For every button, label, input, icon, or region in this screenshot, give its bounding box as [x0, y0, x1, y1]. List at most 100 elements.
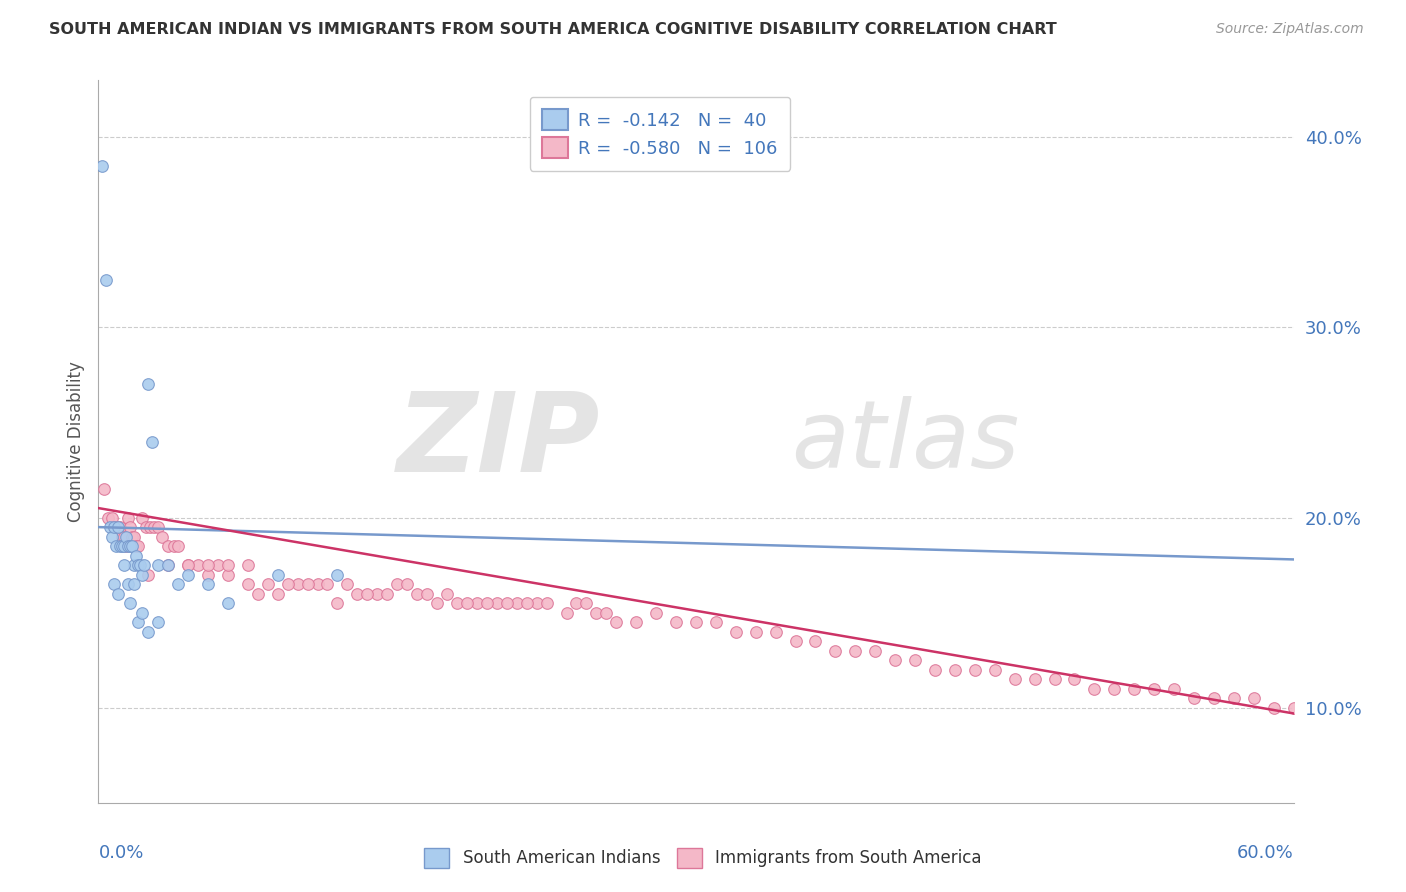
Point	[157, 539, 180, 553]
Point	[1024, 672, 1046, 686]
Point	[110, 539, 132, 553]
Point	[101, 510, 124, 524]
Point	[475, 596, 498, 610]
Point	[111, 539, 134, 553]
Point	[112, 539, 135, 553]
Point	[103, 577, 125, 591]
Legend: South American Indians, Immigrants from South America: South American Indians, Immigrants from …	[418, 841, 988, 875]
Point	[267, 587, 290, 601]
Point	[136, 567, 159, 582]
Point	[121, 539, 143, 553]
Point	[516, 596, 538, 610]
Text: 60.0%: 60.0%	[1237, 845, 1294, 863]
Point	[97, 510, 120, 524]
Point	[236, 577, 259, 591]
Point	[1083, 681, 1105, 696]
Point	[456, 596, 478, 610]
Point	[120, 596, 142, 610]
Point	[1182, 691, 1205, 706]
Point	[1004, 672, 1026, 686]
Point	[426, 596, 449, 610]
Point	[127, 539, 149, 553]
Point	[107, 520, 129, 534]
Point	[103, 520, 125, 534]
Legend: R =  -0.142   N =  40, R =  -0.580   N =  106: R = -0.142 N = 40, R = -0.580 N = 106	[530, 96, 790, 170]
Point	[96, 273, 118, 287]
Point	[1063, 672, 1085, 686]
Point	[112, 530, 135, 544]
Point	[177, 558, 200, 573]
Point	[157, 558, 180, 573]
Point	[1104, 681, 1126, 696]
Point	[120, 520, 142, 534]
Point	[865, 643, 887, 657]
Point	[626, 615, 648, 630]
Point	[103, 520, 125, 534]
Point	[125, 539, 148, 553]
Point	[884, 653, 907, 667]
Point	[536, 596, 558, 610]
Point	[785, 634, 807, 648]
Point	[117, 539, 139, 553]
Point	[1143, 681, 1166, 696]
Point	[277, 577, 299, 591]
Point	[131, 567, 153, 582]
Point	[120, 539, 142, 553]
Point	[111, 530, 134, 544]
Point	[326, 567, 349, 582]
Point	[665, 615, 688, 630]
Point	[105, 539, 128, 553]
Point	[150, 530, 173, 544]
Point	[134, 558, 156, 573]
Point	[112, 558, 135, 573]
Point	[197, 577, 219, 591]
Point	[121, 530, 143, 544]
Point	[167, 577, 190, 591]
Point	[704, 615, 727, 630]
Point	[141, 434, 163, 449]
Point	[148, 615, 170, 630]
Point	[135, 520, 157, 534]
Point	[526, 596, 548, 610]
Point	[246, 587, 269, 601]
Point	[110, 520, 132, 534]
Point	[346, 587, 368, 601]
Point	[177, 567, 200, 582]
Point	[117, 577, 139, 591]
Point	[1282, 700, 1305, 714]
Point	[148, 558, 170, 573]
Point	[217, 558, 239, 573]
Point	[1163, 681, 1185, 696]
Y-axis label: Cognitive Disability: Cognitive Disability	[66, 361, 84, 522]
Point	[167, 539, 190, 553]
Point	[396, 577, 419, 591]
Point	[924, 663, 946, 677]
Point	[307, 577, 329, 591]
Point	[157, 558, 180, 573]
Point	[436, 587, 458, 601]
Point	[107, 520, 129, 534]
Point	[375, 587, 398, 601]
Point	[297, 577, 319, 591]
Point	[495, 596, 517, 610]
Point	[91, 159, 114, 173]
Point	[316, 577, 339, 591]
Point	[724, 624, 747, 639]
Point	[124, 530, 146, 544]
Point	[943, 663, 966, 677]
Point	[745, 624, 768, 639]
Point	[129, 558, 152, 573]
Text: atlas: atlas	[792, 396, 1019, 487]
Point	[446, 596, 468, 610]
Point	[115, 539, 138, 553]
Point	[187, 558, 209, 573]
Point	[287, 577, 309, 591]
Point	[101, 530, 124, 544]
Point	[585, 606, 607, 620]
Point	[139, 520, 162, 534]
Point	[465, 596, 488, 610]
Point	[555, 606, 578, 620]
Point	[416, 587, 439, 601]
Point	[125, 549, 148, 563]
Point	[605, 615, 627, 630]
